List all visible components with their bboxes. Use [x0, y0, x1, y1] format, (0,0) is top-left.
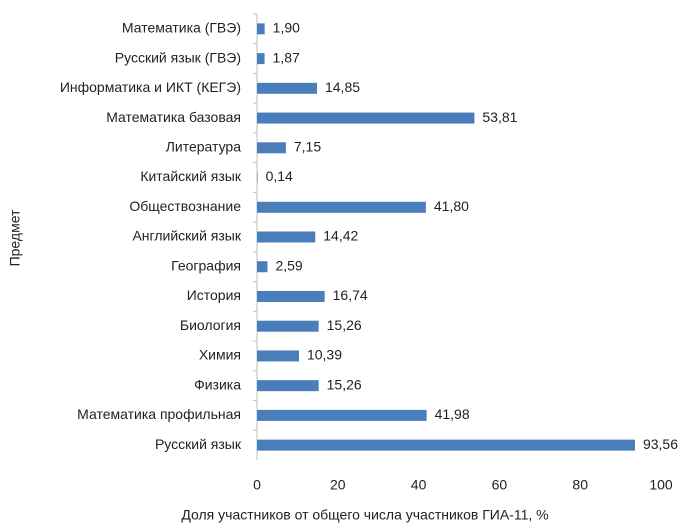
- bar: [257, 439, 635, 451]
- bar: [257, 320, 319, 332]
- x-tick-label: 20: [330, 477, 346, 493]
- value-label: 7,15: [294, 139, 321, 155]
- bar: [257, 231, 316, 243]
- y-tick-label: Литература: [166, 139, 242, 155]
- bar: [257, 350, 299, 362]
- y-axis-title: Предмет: [7, 209, 23, 266]
- value-label: 41,80: [434, 198, 469, 214]
- value-label: 10,39: [307, 347, 342, 363]
- value-label: 53,81: [482, 109, 517, 125]
- value-label: 1,90: [273, 20, 300, 36]
- value-label: 41,98: [435, 406, 470, 422]
- bar: [257, 53, 265, 65]
- y-tick-label: Математика базовая: [106, 109, 241, 125]
- y-tick-label: Биология: [180, 317, 241, 333]
- y-tick-label: Математика профильная: [77, 406, 241, 422]
- x-tick-label: 40: [411, 477, 427, 493]
- y-tick-label: Информатика и ИКТ (КЕГЭ): [60, 79, 241, 95]
- bar: [257, 261, 268, 273]
- value-label: 1,87: [273, 49, 300, 65]
- y-tick-label: Химия: [199, 347, 241, 363]
- bar: [257, 172, 258, 184]
- bar: [257, 142, 286, 154]
- value-label: 0,14: [266, 168, 293, 184]
- bar: [257, 23, 265, 35]
- x-tick-label: 60: [492, 477, 508, 493]
- value-label: 2,59: [275, 257, 302, 273]
- bar: [257, 290, 325, 302]
- y-tick-label: Русский язык: [155, 436, 242, 452]
- y-tick-label: Китайский язык: [140, 168, 242, 184]
- bar: [257, 112, 475, 124]
- bar: [257, 380, 319, 392]
- bar: [257, 82, 317, 94]
- x-tick-label: 100: [649, 477, 673, 493]
- y-tick-label: Английский язык: [132, 228, 241, 244]
- x-axis-title: Доля участников от общего числа участник…: [181, 507, 548, 523]
- value-label: 14,85: [325, 79, 360, 95]
- y-tick-label: Русский язык (ГВЭ): [115, 49, 241, 65]
- value-label: 93,56: [643, 436, 678, 452]
- y-tick-label: Физика: [194, 376, 241, 392]
- value-label: 15,26: [327, 317, 362, 333]
- value-label: 16,74: [333, 287, 368, 303]
- x-tick-label: 80: [572, 477, 588, 493]
- y-tick-label: История: [187, 287, 241, 303]
- y-tick-label: География: [171, 257, 241, 273]
- y-tick-label: Математика (ГВЭ): [122, 20, 241, 36]
- y-tick-label: Обществознание: [129, 198, 241, 214]
- value-label: 14,42: [323, 228, 358, 244]
- bar: [257, 409, 427, 421]
- value-label: 15,26: [327, 376, 362, 392]
- x-tick-label: 0: [253, 477, 261, 493]
- bar: [257, 201, 426, 213]
